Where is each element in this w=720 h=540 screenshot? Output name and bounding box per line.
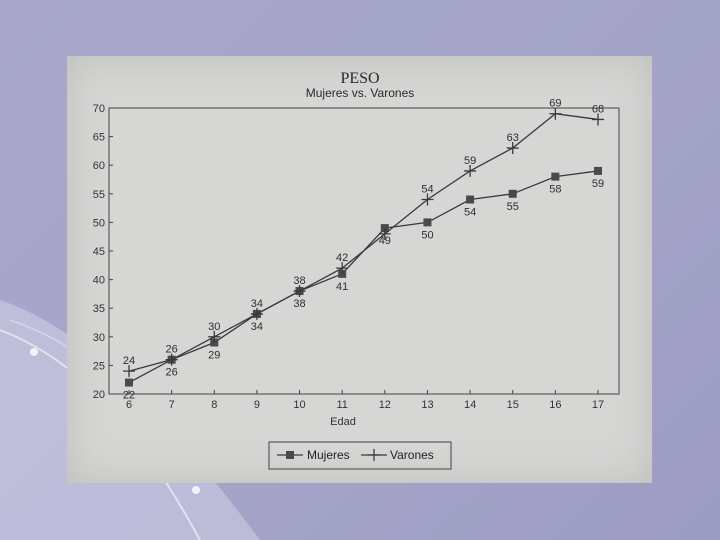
point-varones-11 — [336, 262, 349, 275]
data-label-varones-9: 34 — [251, 298, 263, 310]
data-label-varones-15: 63 — [507, 132, 519, 144]
series-line-varones — [128, 113, 599, 372]
chart-title: PESO — [340, 70, 379, 87]
x-tick-label-6: 6 — [126, 399, 132, 411]
data-label-varones-7: 26 — [166, 344, 178, 356]
point-varones-14 — [464, 164, 477, 177]
point-varones-17 — [592, 113, 604, 126]
y-tick-label-30: 30 — [93, 332, 105, 344]
x-tick-label-10: 10 — [293, 399, 305, 411]
legend: Mujeres Varones — [268, 441, 452, 470]
data-label-mujeres-16: 58 — [549, 184, 561, 196]
data-label-varones-14: 59 — [464, 155, 476, 167]
x-tick-label-16: 16 — [549, 399, 561, 411]
point-varones-8 — [208, 330, 221, 343]
point-varones-6 — [123, 365, 135, 378]
data-label-varones-11: 42 — [336, 252, 348, 264]
y-tick-label-45: 45 — [93, 246, 105, 258]
x-tick-label-15: 15 — [507, 399, 519, 411]
data-label-varones-16: 69 — [549, 98, 561, 110]
y-tick-label-40: 40 — [93, 275, 105, 287]
point-varones-10 — [293, 285, 306, 298]
legend-label-varones: Varones — [390, 448, 434, 462]
data-label-mujeres-17: 59 — [592, 178, 604, 190]
x-tick-label-11: 11 — [336, 399, 347, 411]
y-tick-label-55: 55 — [93, 189, 105, 201]
point-varones-13 — [421, 193, 434, 206]
point-varones-16 — [549, 107, 562, 120]
chart-subtitle: Mujeres vs. Varones — [306, 86, 415, 100]
x-axis: 6 7 8 9 10 11 12 13 14 15 16 17 — [126, 390, 604, 411]
legend-label-mujeres: Mujeres — [307, 448, 350, 462]
point-varones-12 — [378, 227, 391, 240]
x-tick-label-7: 7 — [169, 399, 175, 411]
data-label-mujeres-14: 54 — [464, 207, 476, 219]
x-tick-label-12: 12 — [379, 399, 391, 411]
y-tick-label-70: 70 — [93, 103, 105, 115]
data-label-mujeres-13: 50 — [421, 229, 433, 241]
x-tick-label-14: 14 — [464, 399, 476, 411]
data-label-mujeres-15: 55 — [507, 201, 519, 213]
x-tick-label-13: 13 — [421, 399, 433, 411]
data-label-varones-8: 30 — [208, 321, 220, 333]
point-mujeres-16 — [551, 172, 560, 181]
y-tick-label-20: 20 — [93, 389, 105, 401]
point-mujeres-14 — [466, 195, 475, 204]
y-tick-label-25: 25 — [93, 360, 105, 372]
point-varones-9 — [250, 307, 263, 320]
point-mujeres-17 — [594, 166, 602, 175]
x-tick-label-8: 8 — [211, 399, 217, 411]
point-varones-7 — [165, 353, 178, 366]
y-tick-label-65: 65 — [93, 132, 105, 144]
chart-scan: PESO Mujeres vs. Varones 20 25 30 35 40 45 50 5… — [67, 56, 652, 483]
data-label-mujeres-7: 26 — [166, 367, 178, 379]
chart-svg: PESO Mujeres vs. Varones 20 25 30 35 40 45 50 5… — [93, 70, 620, 470]
y-tick-label-60: 60 — [93, 160, 105, 172]
point-mujeres-6 — [125, 378, 133, 387]
point-varones-15 — [506, 142, 519, 155]
data-label-mujeres-10: 38 — [293, 298, 305, 310]
legend-marker-varones — [368, 449, 380, 461]
data-label-mujeres-12: 49 — [379, 235, 391, 247]
legend-marker-mujeres — [286, 451, 294, 459]
x-axis-title: Edad — [330, 416, 356, 428]
data-label-varones-6: 24 — [123, 355, 135, 367]
data-label-mujeres-11: 41 — [336, 281, 348, 293]
y-tick-label-50: 50 — [93, 217, 105, 229]
x-tick-label-9: 9 — [254, 399, 260, 411]
series-layer: 22 26 29 34 38 41 49 50 54 55 58 59 24 26 30 34 38 42 54 59… — [123, 98, 604, 402]
point-mujeres-15 — [508, 189, 517, 198]
data-label-varones-13: 54 — [421, 184, 433, 196]
data-label-mujeres-6: 22 — [123, 390, 135, 402]
y-axis: 20 25 30 35 40 45 50 55 60 65 70 — [93, 103, 113, 401]
data-label-mujeres-8: 29 — [208, 350, 220, 362]
data-label-varones-17: 68 — [592, 103, 604, 115]
data-label-mujeres-9: 34 — [251, 321, 263, 333]
series-line-mujeres — [128, 170, 599, 384]
data-label-varones-10: 38 — [293, 275, 305, 287]
x-tick-label-17: 17 — [592, 399, 604, 411]
y-tick-label-35: 35 — [93, 303, 105, 315]
point-mujeres-13 — [423, 218, 432, 227]
